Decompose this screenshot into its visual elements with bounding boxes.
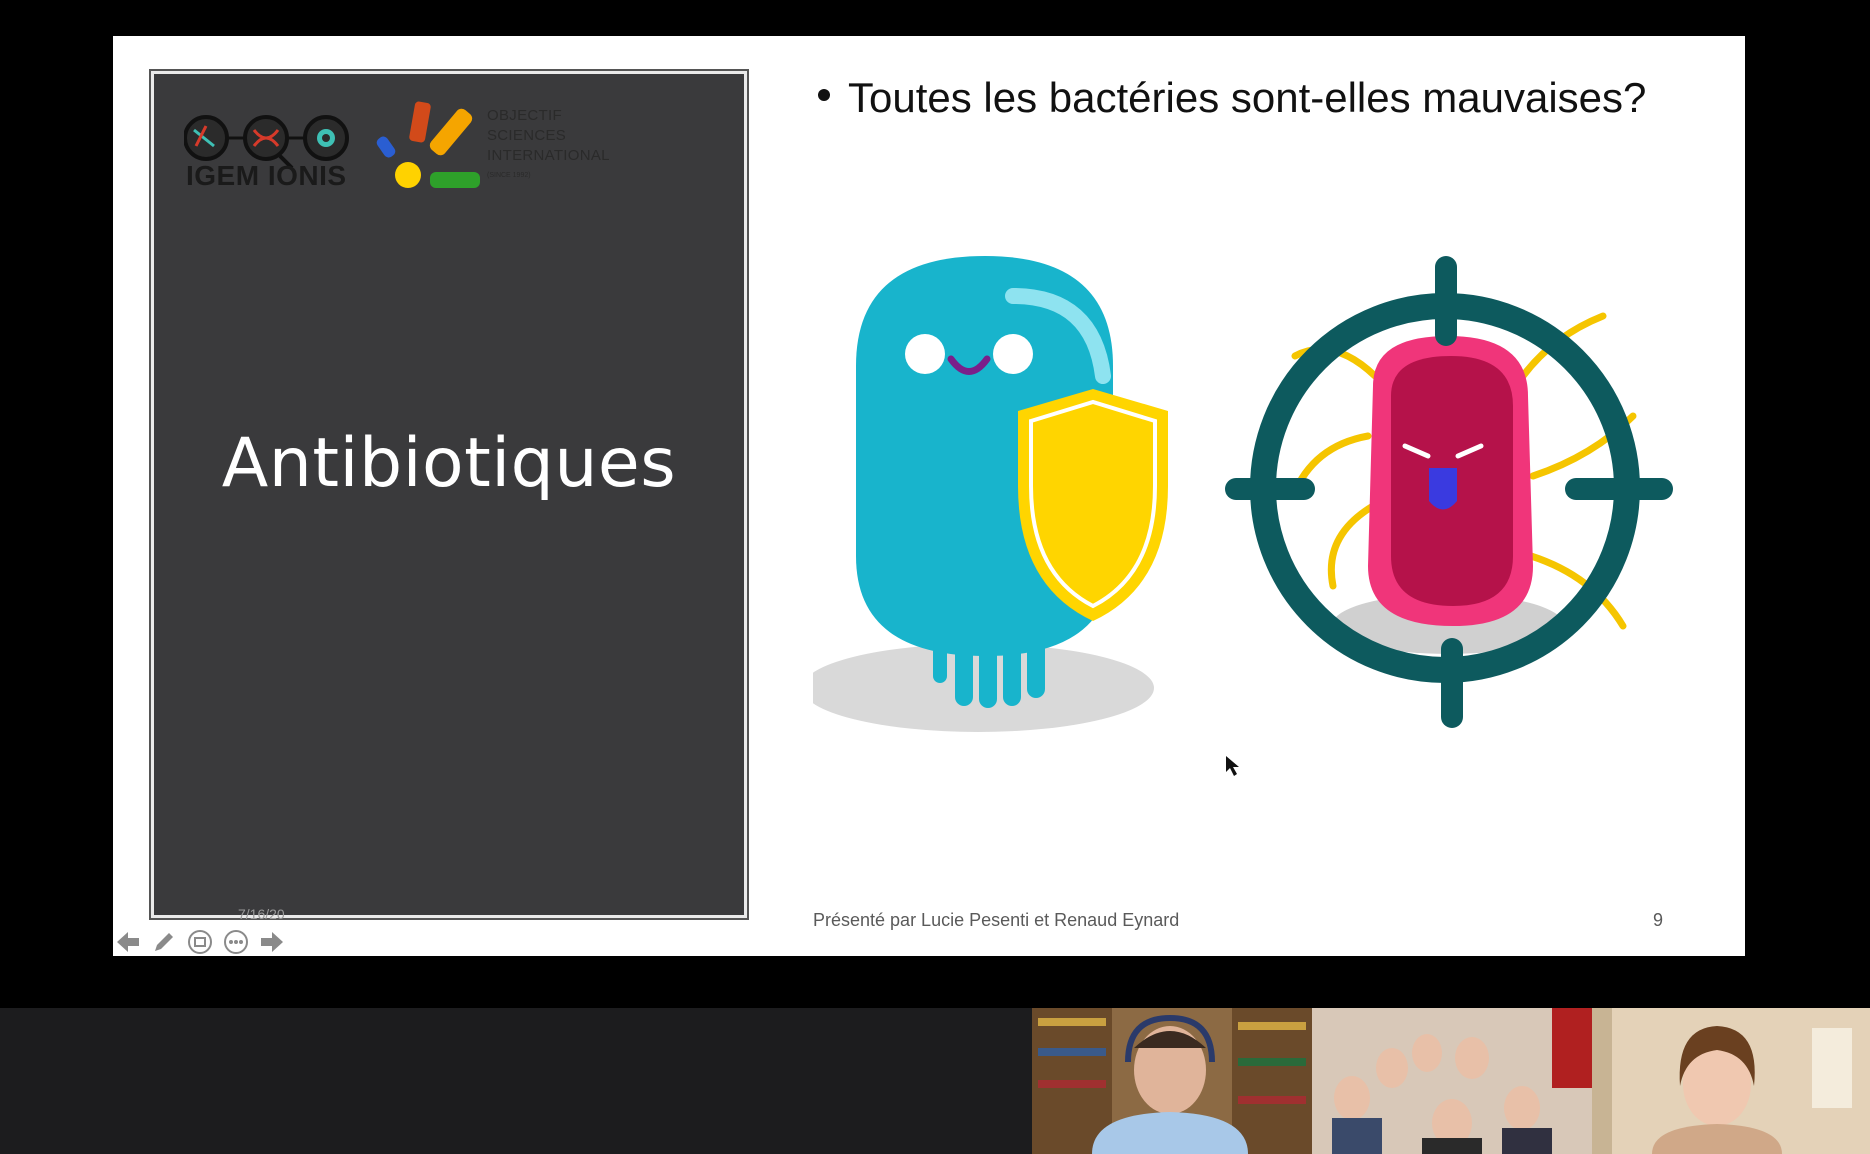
osi-label: OBJECTIF SCIENCES INTERNATIONAL — [487, 106, 610, 166]
osi-logo — [376, 101, 480, 188]
participant-tile-2[interactable] — [1312, 1008, 1592, 1154]
top-bar — [0, 0, 1870, 36]
participant-video-2 — [1312, 1008, 1592, 1154]
title-panel: IGEM IONIS OBJECTIF SCIENCES INTERNATION… — [149, 69, 749, 920]
participant-tile-1[interactable] — [1032, 1008, 1312, 1154]
osi-line-2: SCIENCES — [487, 127, 567, 144]
slide-grid-icon[interactable] — [185, 927, 215, 956]
participant-video-3 — [1592, 1008, 1870, 1154]
arrow-right-icon[interactable] — [257, 927, 287, 956]
shield-image — [1018, 389, 1168, 621]
igem-label: IGEM IONIS — [186, 160, 347, 191]
bullet-dot — [818, 88, 830, 101]
slide-footer: Présenté par Lucie Pesenti et Renaud Eyn… — [813, 910, 1180, 930]
participant-tile-3[interactable] — [1592, 1008, 1870, 1154]
igem-logo — [184, 115, 349, 170]
presentation-slide: IGEM IONIS OBJECTIF SCIENCES INTERNATION… — [113, 36, 1745, 956]
arrow-left-icon[interactable] — [113, 927, 143, 956]
osi-since: (SINCE 1992) — [487, 172, 531, 179]
bullet-point: Toutes les bactéries sont-elles mauvaise… — [818, 74, 1646, 122]
logo-graphics — [184, 101, 480, 188]
osi-line-1: OBJECTIF — [487, 107, 562, 124]
presenter-nav-controls — [113, 924, 287, 956]
bullet-text: Toutes les bactéries sont-elles mauvaise… — [848, 74, 1647, 121]
bacteria-illustration — [813, 256, 1673, 776]
slide-date: 7/16/20 — [238, 906, 285, 922]
slide-page-number: 9 — [1653, 910, 1664, 930]
osi-line-3: INTERNATIONAL — [487, 147, 610, 164]
logos: IGEM IONIS OBJECTIF SCIENCES INTERNATION… — [184, 100, 644, 200]
pen-icon[interactable] — [149, 927, 179, 956]
mouse-cursor-icon — [1226, 756, 1239, 776]
more-options-icon[interactable] — [221, 927, 251, 956]
bad-bacterium-target-image — [1225, 256, 1673, 728]
panel-title: Antibiotiques — [221, 424, 677, 503]
participant-video-1 — [1032, 1008, 1312, 1154]
